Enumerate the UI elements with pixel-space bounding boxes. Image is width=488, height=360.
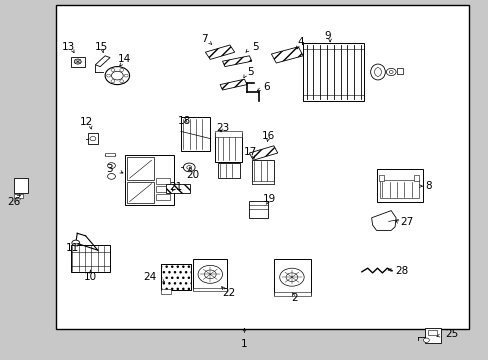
Circle shape [124,74,128,77]
Circle shape [423,338,428,342]
Bar [127,182,154,203]
Bar [425,328,440,343]
Text: 25: 25 [444,329,457,339]
Circle shape [111,80,115,83]
Bar [105,153,115,156]
Bar [215,133,242,162]
Text: 16: 16 [261,131,274,141]
Circle shape [204,270,216,279]
Text: 28: 28 [394,266,407,276]
Bar [378,175,383,181]
Bar [380,180,418,198]
Text: 27: 27 [399,217,412,228]
Text: 20: 20 [186,170,199,180]
Text: 8: 8 [425,181,431,191]
Circle shape [388,71,392,73]
Text: 9: 9 [324,31,330,41]
Text: 2: 2 [290,293,297,303]
Bar [303,43,364,101]
Circle shape [120,68,123,71]
Text: 18: 18 [178,116,191,126]
Text: 1: 1 [241,339,247,349]
Text: 13: 13 [61,42,75,52]
Circle shape [198,265,222,283]
Text: 19: 19 [263,194,276,204]
Text: 3: 3 [105,164,112,174]
Bar [71,245,110,272]
Circle shape [279,268,304,286]
Text: 6: 6 [263,82,269,92]
Polygon shape [205,45,234,59]
Text: 7: 7 [201,34,207,44]
Bar [251,160,273,184]
Bar [273,259,310,295]
Bar [166,184,189,193]
Text: 12: 12 [80,117,93,127]
Text: 14: 14 [118,54,131,64]
Text: 11: 11 [65,243,79,253]
Polygon shape [271,47,303,63]
Bar [193,259,227,290]
Polygon shape [220,79,246,90]
Text: 26: 26 [7,197,20,207]
Circle shape [72,240,80,246]
Bar [124,155,173,205]
Text: 10: 10 [84,272,97,282]
Bar [249,201,267,218]
Text: 23: 23 [215,123,229,133]
Text: 5: 5 [251,42,258,52]
Text: 21: 21 [169,182,183,192]
Text: 17: 17 [243,147,257,157]
Circle shape [106,74,110,77]
Bar [155,194,170,200]
Ellipse shape [370,64,385,80]
Bar [161,264,190,290]
Circle shape [105,67,129,85]
Polygon shape [249,146,277,160]
Bar [376,169,422,202]
Bar [161,289,171,294]
Circle shape [285,273,297,282]
Polygon shape [371,211,395,230]
Bar [14,178,28,193]
Circle shape [111,71,123,80]
Polygon shape [222,56,251,67]
Circle shape [107,163,115,168]
Bar [155,186,170,192]
Bar [251,181,273,184]
Circle shape [74,59,81,64]
Polygon shape [95,56,110,67]
Text: 22: 22 [222,288,235,298]
Bar [215,131,242,137]
Bar [71,57,84,67]
Bar [88,133,98,144]
Text: 24: 24 [143,272,156,282]
Bar [273,292,310,296]
Bar [396,68,402,74]
Circle shape [183,163,195,172]
Circle shape [17,197,20,200]
Circle shape [386,68,395,76]
Bar [56,5,468,329]
Bar [427,330,436,335]
Circle shape [107,174,115,179]
Bar [14,194,23,198]
Bar [193,288,227,291]
Bar [127,157,154,180]
Bar [155,178,170,184]
Circle shape [90,136,96,141]
Text: 5: 5 [246,67,253,77]
Bar [181,117,210,151]
Bar [161,264,190,290]
Bar [217,163,239,178]
Bar [413,175,418,181]
Ellipse shape [374,68,381,76]
Circle shape [111,68,115,71]
Circle shape [186,166,191,169]
Text: 4: 4 [297,37,304,48]
Circle shape [120,80,123,83]
Text: 15: 15 [94,42,108,52]
